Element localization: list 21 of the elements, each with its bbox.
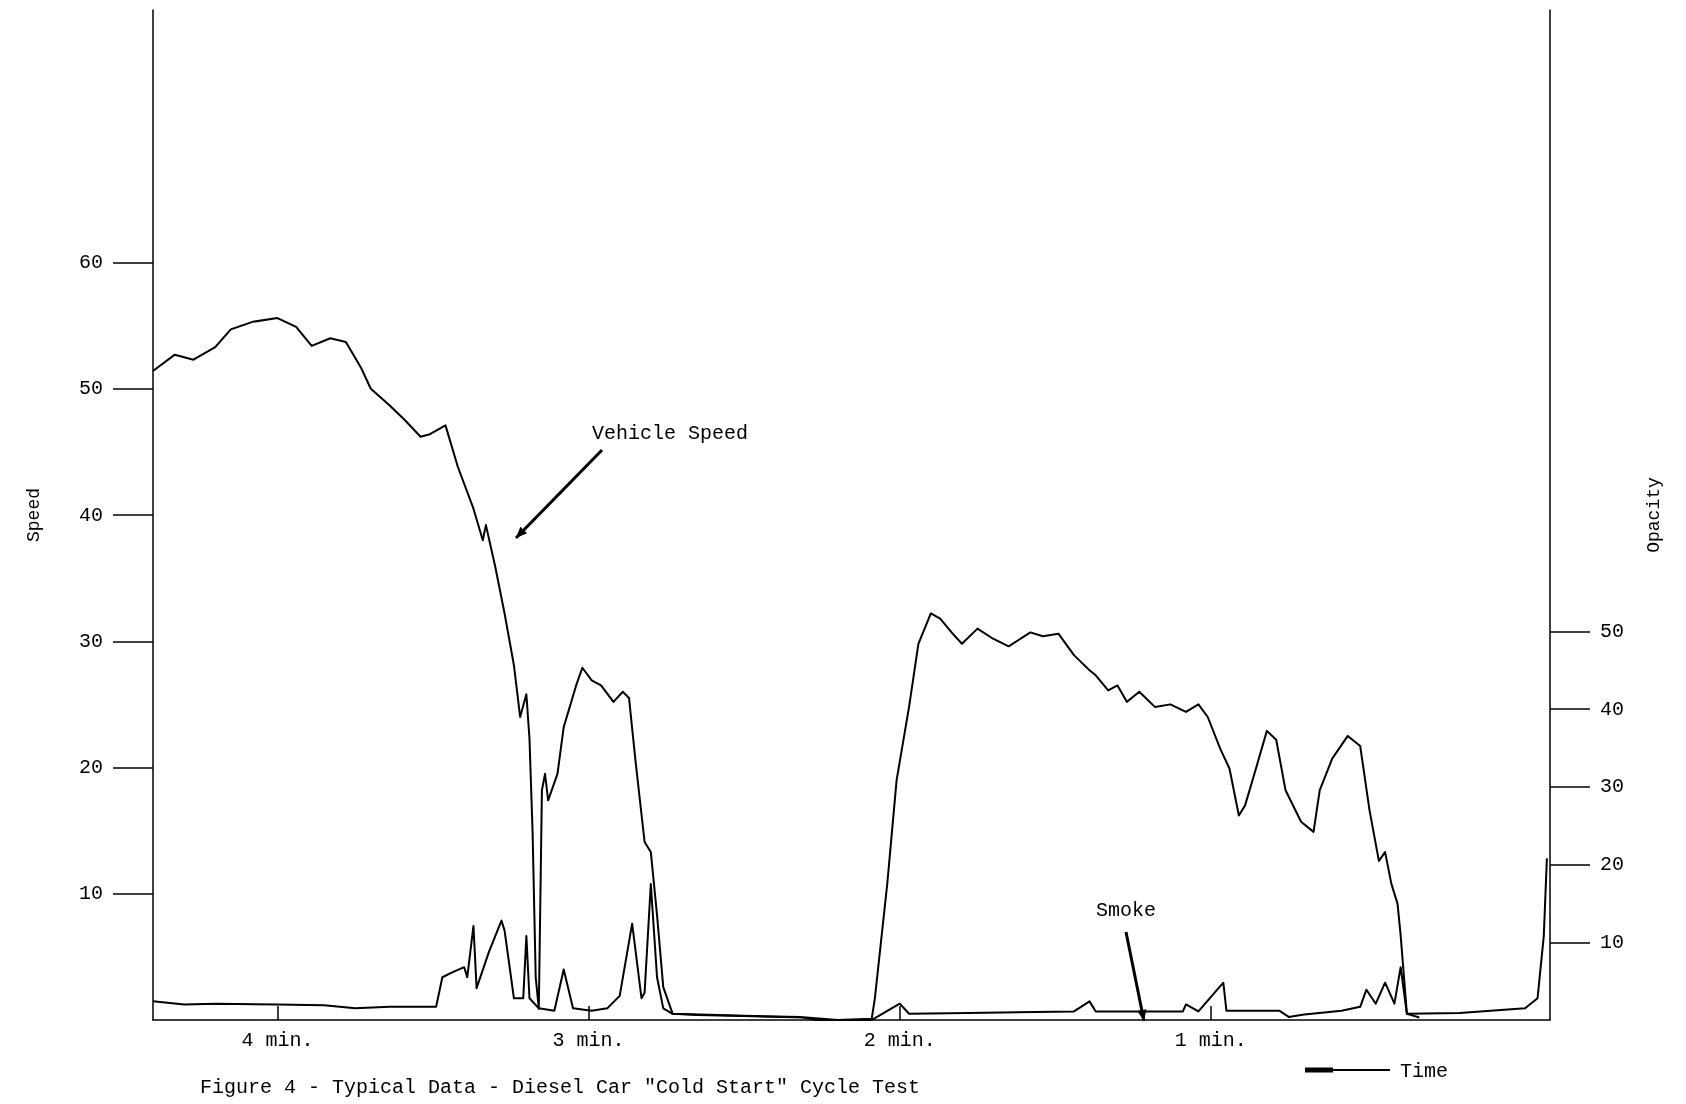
annotation: Smoke — [1096, 899, 1157, 922]
y2-tick-label: 20 — [1600, 853, 1625, 877]
annotation: Vehicle Speed — [592, 422, 749, 445]
y-tick-label: 30 — [78, 629, 103, 653]
x-tick-label: 2 min. — [863, 1028, 936, 1052]
y2-tick-label: 40 — [1600, 697, 1625, 721]
y-tick-label: 40 — [78, 503, 103, 527]
x-axis-title: Time — [1400, 1060, 1449, 1083]
y2-tick-label: 30 — [1600, 775, 1625, 799]
caption: Figure 4 - Typical Data - Diesel Car "Cold Start" Cycle Test — [200, 1076, 921, 1099]
y-tick-label: 50 — [78, 377, 103, 401]
y-axis-title: Speed — [24, 487, 44, 543]
x-tick-label: 3 min. — [552, 1028, 625, 1052]
y2-axis-title: Opacity — [1644, 477, 1664, 553]
y2-tick-label: 10 — [1600, 930, 1625, 954]
x-tick-label: 4 min. — [241, 1028, 314, 1052]
y-tick-label: 10 — [78, 882, 103, 906]
y2-tick-label: 50 — [1600, 620, 1625, 644]
y-tick-label: 60 — [78, 251, 103, 274]
x-tick-label: 1 min. — [1174, 1028, 1247, 1052]
y-tick-label: 20 — [78, 756, 103, 779]
